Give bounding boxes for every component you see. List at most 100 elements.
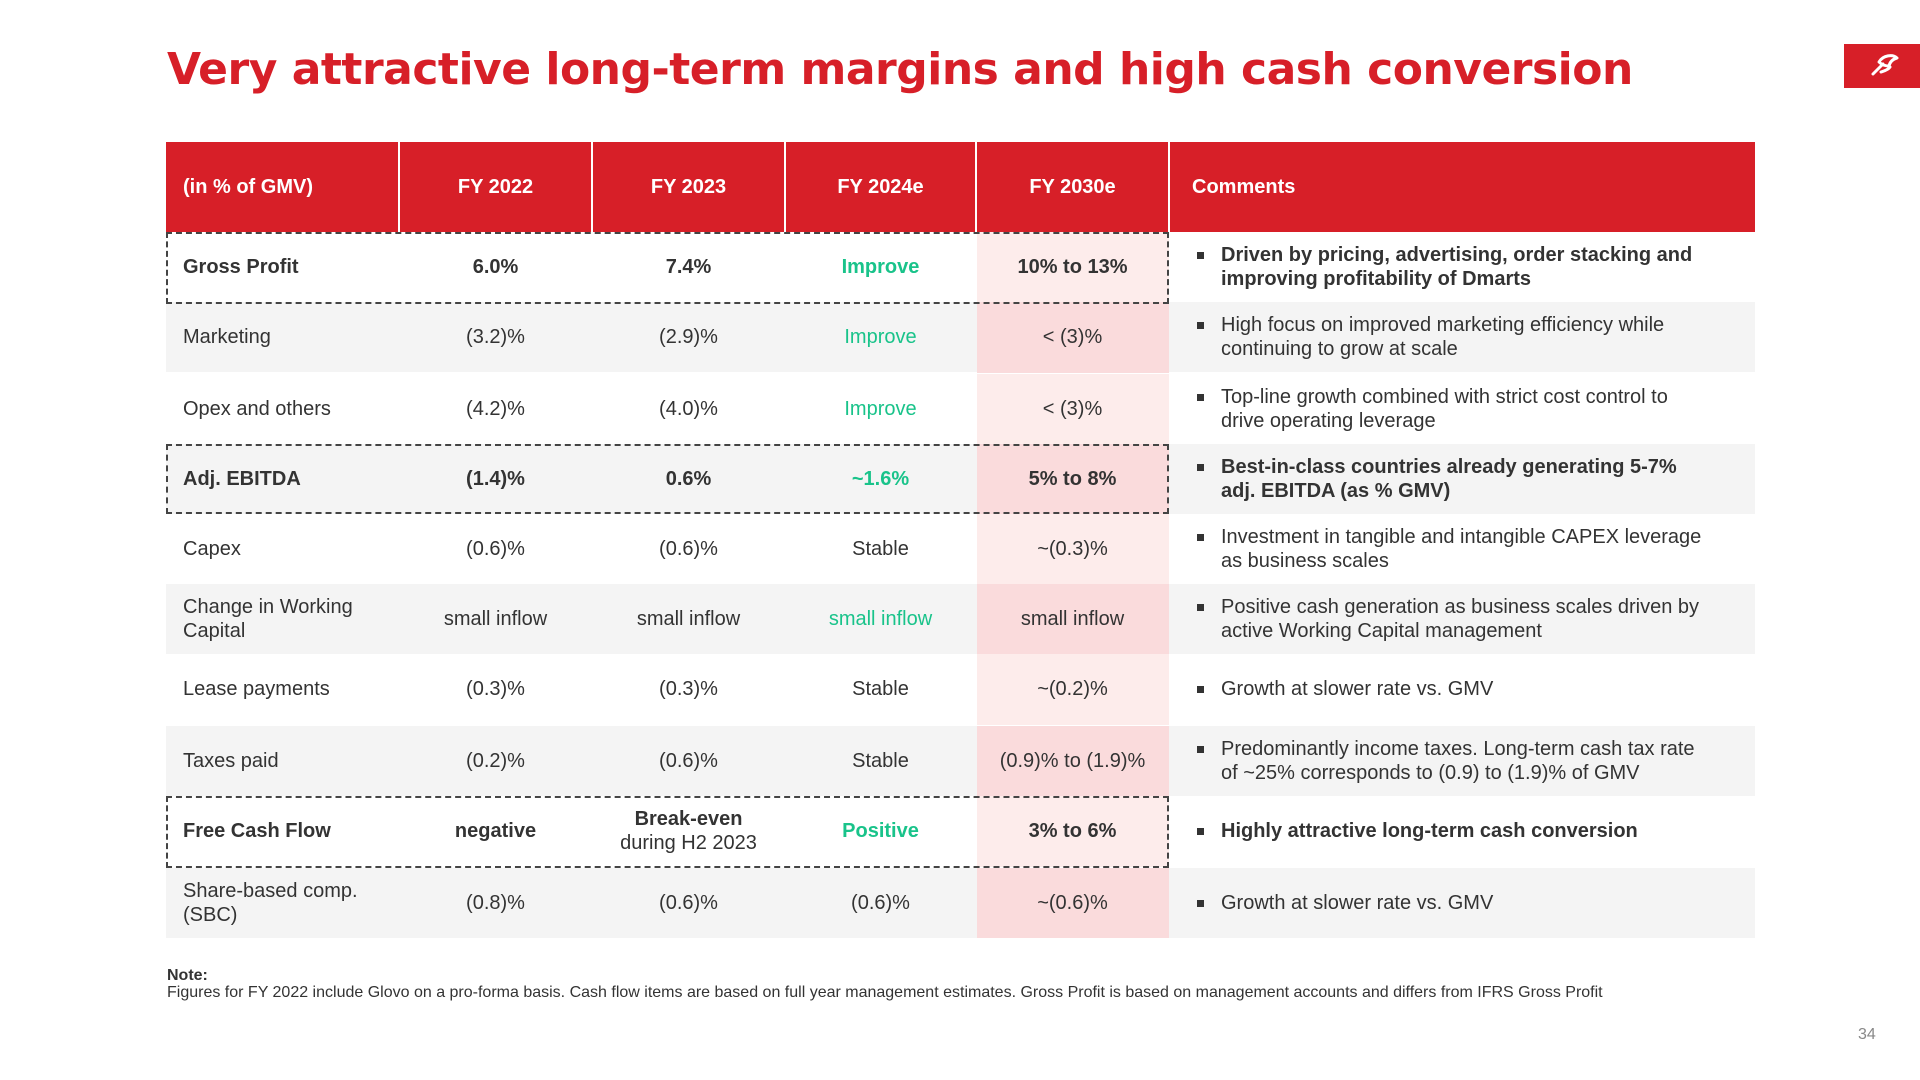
cell-fy2022: (4.2)% [466, 398, 525, 420]
brand-logo-icon [1871, 54, 1899, 76]
cell-fy2022: (0.3)% [466, 678, 525, 700]
bullet-icon [1197, 604, 1204, 611]
cell-comment: Growth at slower rate vs. GMV [1170, 654, 1755, 724]
row-label: Taxes paid [183, 750, 279, 772]
cell-comment: Highly attractive long-term cash convers… [1170, 796, 1755, 866]
bullet-icon [1197, 746, 1204, 753]
row-label: Change in Working Capital [183, 596, 353, 642]
fy2030e-column-bg [977, 302, 1169, 373]
cell-comment: Top-line growth combined with strict cos… [1170, 374, 1755, 444]
cell-fy2023: (0.6)% [659, 892, 718, 914]
header-fy2024e: FY 2024e [786, 142, 975, 232]
fy2030e-column-bg [977, 868, 1169, 938]
bullet-icon [1197, 900, 1204, 907]
cell-fy2024e: Improve [841, 256, 920, 278]
row-label: Gross Profit [183, 256, 299, 278]
cell-fy2024e: (0.6)% [851, 892, 910, 914]
table-row [166, 444, 1755, 514]
row-label: Lease payments [183, 678, 330, 700]
row-label: Marketing [183, 326, 271, 348]
fy2030e-column-bg [977, 584, 1169, 655]
bullet-icon [1197, 394, 1204, 401]
table-row [166, 868, 1755, 938]
comment-text: Best-in-class countries already generati… [1221, 456, 1677, 502]
cell-fy2023: (0.6)% [659, 538, 718, 560]
fy2030e-column-bg [977, 232, 1169, 303]
cell-fy2023: Break-even during H2 2023 [593, 796, 784, 866]
bullet-icon [1197, 686, 1204, 693]
header-fy2023: FY 2023 [593, 142, 784, 232]
cell-fy2024e: small inflow [828, 608, 933, 630]
cell-fy2023: (0.6)% [659, 750, 718, 772]
bullet-icon [1197, 322, 1204, 329]
page-number: 34 [1858, 1026, 1876, 1043]
cell-comment: Driven by pricing, advertising, order st… [1170, 232, 1755, 302]
comment-text: Driven by pricing, advertising, order st… [1221, 244, 1693, 290]
cell-fy2023: 0.6% [665, 468, 712, 490]
cell-fy2030e: 5% to 8% [1028, 468, 1117, 490]
cell-fy2024e: Improve [844, 398, 917, 420]
comment-text: Investment in tangible and intangible CA… [1221, 526, 1702, 572]
brand-logo [1844, 44, 1920, 88]
row-label: Share-based comp. (SBC) [183, 880, 358, 926]
cell-fy2024e: Improve [844, 326, 917, 348]
fy2030e-column-bg [977, 514, 1169, 585]
comment-text: Highly attractive long-term cash convers… [1221, 820, 1638, 842]
table-row [166, 584, 1755, 654]
header-comments: Comments [1170, 142, 1755, 232]
cell-fy2023-primary: Break-even [634, 808, 743, 830]
cell-fy2024e: ~1.6% [851, 468, 910, 490]
fy2030e-column-bg [977, 444, 1169, 515]
cell-fy2024e: Stable [852, 538, 909, 560]
cell-fy2030e: ~(0.2)% [1037, 678, 1108, 700]
table-row [166, 302, 1755, 372]
cell-fy2022: 6.0% [472, 256, 519, 278]
cell-fy2023: (0.3)% [659, 678, 718, 700]
cell-comment: Predominantly income taxes. Long-term ca… [1170, 726, 1755, 796]
cell-fy2022: negative [454, 820, 537, 842]
page-title: Very attractive long-term margins and hi… [167, 44, 1633, 95]
bullet-icon [1197, 828, 1204, 835]
cell-fy2024e: Stable [852, 678, 909, 700]
cell-fy2023-secondary: during H2 2023 [620, 832, 757, 854]
cell-fy2030e: ~(0.3)% [1037, 538, 1108, 560]
cell-comment: Positive cash generation as business sca… [1170, 584, 1755, 654]
cell-fy2030e: (0.9)% to (1.9)% [999, 750, 1146, 772]
row-label: Adj. EBITDA [183, 468, 301, 490]
comment-text: Predominantly income taxes. Long-term ca… [1221, 738, 1695, 784]
note-text: Figures for FY 2022 include Glovo on a p… [167, 984, 1603, 1001]
cell-fy2023: small inflow [636, 608, 741, 630]
table-row [166, 726, 1755, 796]
cell-fy2022: (0.8)% [466, 892, 525, 914]
cell-fy2023: (2.9)% [659, 326, 718, 348]
cell-fy2024e: Positive [842, 820, 919, 842]
cell-comment: Investment in tangible and intangible CA… [1170, 514, 1755, 584]
cell-fy2030e: 3% to 6% [1028, 820, 1117, 842]
fy2030e-column-bg [977, 374, 1169, 445]
row-label: Capex [183, 538, 241, 560]
cell-fy2022: (0.6)% [466, 538, 525, 560]
cell-fy2030e: ~(0.6)% [1037, 892, 1108, 914]
header-fy2030e: FY 2030e [977, 142, 1168, 232]
cell-fy2022: (1.4)% [466, 468, 525, 490]
comment-text: Positive cash generation as business sca… [1221, 596, 1700, 642]
bullet-icon [1197, 464, 1204, 471]
bullet-icon [1197, 252, 1204, 259]
row-label: Free Cash Flow [183, 820, 331, 842]
cell-fy2022: small inflow [443, 608, 548, 630]
cell-fy2030e: < (3)% [1042, 326, 1103, 348]
row-label: Opex and others [183, 398, 331, 420]
comment-text: Growth at slower rate vs. GMV [1221, 892, 1494, 914]
cell-fy2030e: < (3)% [1042, 398, 1103, 420]
bullet-icon [1197, 534, 1204, 541]
header-label-column: (in % of GMV) [166, 142, 398, 232]
cell-fy2022: (3.2)% [466, 326, 525, 348]
cell-comment: Best-in-class countries already generati… [1170, 444, 1755, 514]
fy2030e-column-bg [977, 726, 1169, 797]
cell-fy2030e: small inflow [1020, 608, 1125, 630]
note-heading: Note: [167, 967, 208, 984]
cell-fy2022: (0.2)% [466, 750, 525, 772]
fy2030e-column-bg [977, 654, 1169, 725]
fy2030e-column-bg [977, 796, 1169, 867]
